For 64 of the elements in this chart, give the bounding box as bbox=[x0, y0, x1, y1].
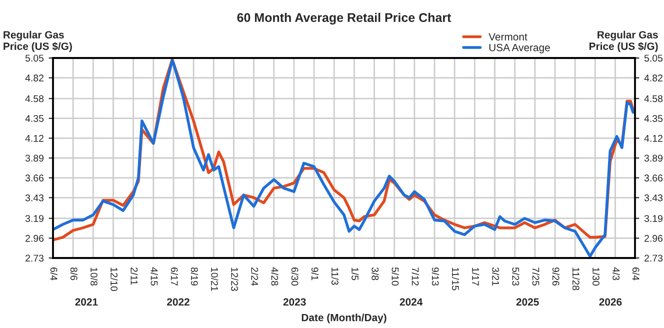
y-tick-label: 4.35 bbox=[25, 115, 44, 122]
x-tick-label: 11/3 bbox=[332, 268, 339, 285]
y-axis-title: Regular Gas Price (US $/G) bbox=[4, 30, 72, 52]
x-tick-label: 9/26 bbox=[552, 267, 560, 286]
x-tick-label: 6/4 bbox=[632, 268, 640, 280]
y2-tick-label: 4.12 bbox=[644, 134, 662, 142]
x-tick-label: 2/11 bbox=[130, 268, 138, 285]
x-tick-label: 9/13 bbox=[432, 267, 440, 286]
x-tick-label: 4/3 bbox=[612, 267, 620, 280]
x-tick-label: 10/21 bbox=[211, 268, 218, 291]
text: 2026 bbox=[599, 298, 622, 306]
x-tick-label: 4/28 bbox=[271, 267, 278, 286]
y2-tick-label: 4.58 bbox=[644, 95, 663, 102]
legend-label: USA Average bbox=[489, 44, 550, 54]
x-tick-label: 8/19 bbox=[190, 267, 198, 286]
y2-tick-label: 3.19 bbox=[644, 215, 662, 222]
x-tick-label: 3/8 bbox=[372, 267, 379, 280]
y-tick-label: 3.66 bbox=[25, 174, 44, 182]
x-tick-label: 11/15 bbox=[452, 268, 460, 290]
x-tick-label: 5/10 bbox=[392, 267, 399, 286]
x-tick-label: 12/23 bbox=[231, 268, 238, 291]
y2-tick-label: 3.66 bbox=[644, 174, 663, 182]
y-tick-label: 5.05 bbox=[25, 54, 44, 62]
y-tick-label: 3.43 bbox=[25, 194, 44, 202]
y-tick-label: 2.73 bbox=[26, 254, 44, 262]
y-tick-label: 3.89 bbox=[25, 154, 44, 162]
y2-tick-label: 4.35 bbox=[644, 115, 663, 122]
y2-tick-label: 2.73 bbox=[644, 254, 663, 262]
x-tick-label: 12/10 bbox=[110, 268, 118, 291]
y-tick-label: 4.12 bbox=[25, 134, 44, 142]
x-tick-label: 6/17 bbox=[170, 268, 178, 286]
text: 2022 bbox=[167, 298, 190, 306]
text: 2024 bbox=[400, 298, 423, 306]
chart-title: 60 Month Average Retail Price Chart bbox=[237, 12, 452, 25]
x-tick-label: 1/17 bbox=[472, 268, 480, 286]
y2-tick-label: 5.05 bbox=[644, 54, 663, 62]
y-tick-label: 4.58 bbox=[25, 95, 44, 102]
x-tick-label: 8/6 bbox=[70, 267, 78, 280]
x-tick-label: 4/15 bbox=[150, 267, 158, 286]
x-tick-label: 2/24 bbox=[251, 268, 258, 286]
text: 2025 bbox=[516, 298, 539, 306]
y2-tick-label: 2.96 bbox=[644, 234, 663, 242]
x-tick-label: 6/30 bbox=[291, 268, 298, 286]
y2-tick-label: 3.43 bbox=[644, 194, 663, 202]
legend-label: Vermont bbox=[488, 33, 528, 40]
x-tick-label: 1/30 bbox=[592, 268, 600, 286]
x-tick-label: 1/5 bbox=[352, 268, 359, 280]
x-tick-label: 3/21 bbox=[492, 267, 500, 286]
x-axis-title: Date (Month/Day) bbox=[302, 314, 386, 324]
x-tick-label: 7/12 bbox=[412, 268, 419, 286]
y-tick-label: 4.82 bbox=[25, 74, 44, 82]
y2-tick-label: 4.82 bbox=[644, 74, 662, 82]
x-tick-label: 9/1 bbox=[311, 267, 319, 280]
y2-tick-label: 3.89 bbox=[644, 154, 662, 162]
y-tick-label: 3.19 bbox=[25, 215, 44, 222]
text: 2023 bbox=[283, 298, 306, 306]
x-tick-label: 5/23 bbox=[512, 267, 520, 286]
x-tick-label: 11/28 bbox=[572, 268, 580, 290]
y-tick-label: 2.96 bbox=[26, 234, 44, 242]
x-tick-label: 7/25 bbox=[532, 268, 540, 286]
x-tick-label: 6/4 bbox=[50, 268, 58, 280]
x-tick-label: 10/8 bbox=[90, 268, 98, 286]
text: 2021 bbox=[75, 298, 98, 306]
y2-axis-title: Regular Gas Price (US $/G) bbox=[590, 30, 658, 52]
